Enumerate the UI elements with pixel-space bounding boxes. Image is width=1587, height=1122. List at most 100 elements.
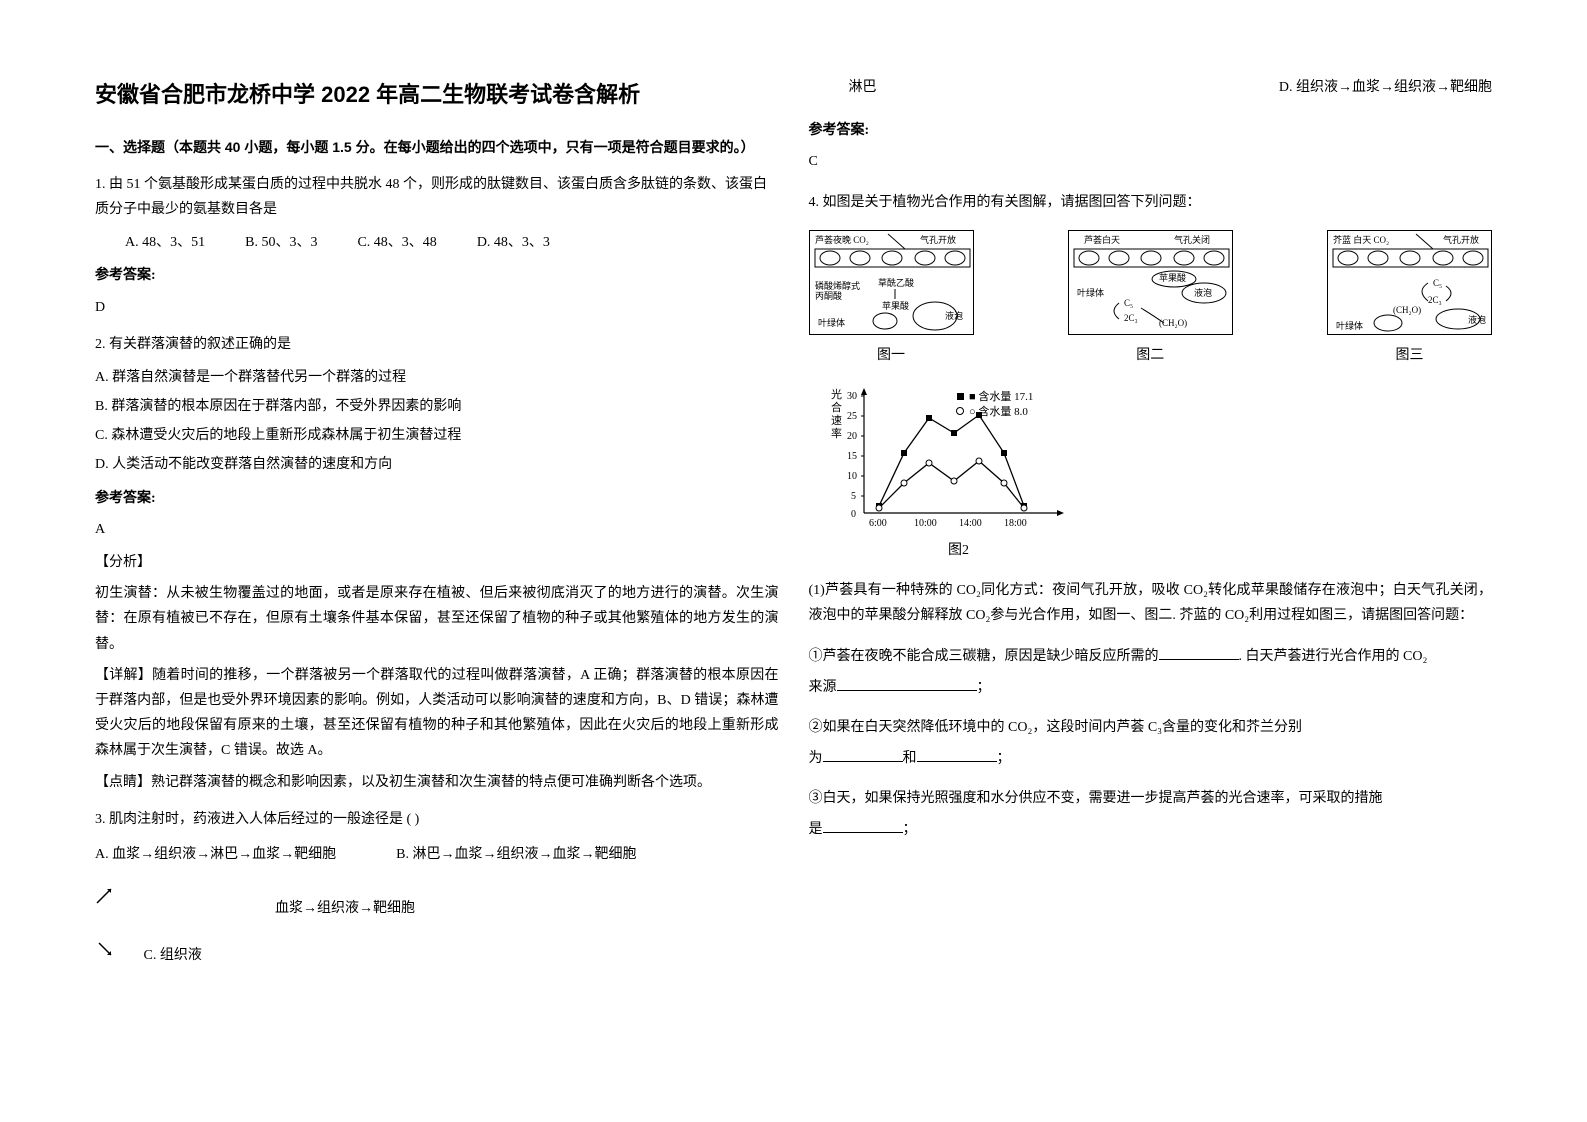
q3-options-ab: A. 血浆→组织液→淋巴→血浆→靶细胞 B. 淋巴→血浆→组织液→血浆→靶细胞 bbox=[95, 842, 779, 867]
d2-sub: 气孔关闭 bbox=[1174, 234, 1210, 245]
left-column: 安徽省合肥市龙桥中学 2022 年高二生物联考试卷含解析 一、选择题（本题共 4… bbox=[95, 75, 779, 1047]
q4-q1b: . 白天芦荟进行光合作用的 CO₂ bbox=[1239, 649, 1428, 664]
d2-t5: 2C₃ bbox=[1124, 313, 1138, 323]
chart-ylabel-1: 光 bbox=[831, 387, 842, 401]
d2-t2: 叶绿体 bbox=[1077, 287, 1104, 298]
q2-point-p1: 熟记群落演替的概念和影响因素，以及初生演替和次生演替的特点便可准确判断各个选项。 bbox=[151, 775, 711, 790]
blank-1 bbox=[1159, 644, 1239, 660]
section-header: 一、选择题（本题共 40 小题，每小题 1.5 分。在每小题给出的四个选项中，只… bbox=[95, 135, 779, 160]
q4-q1a: ①芦荟在夜晚不能合成三碳糖，原因是缺少暗反应所需的 bbox=[809, 649, 1159, 664]
q3-opt-a: A. 血浆→组织液→淋巴→血浆→靶细胞 bbox=[95, 842, 336, 867]
d3-title: 芥蓝 白天 CO₂ bbox=[1333, 234, 1389, 245]
diagram-3: 芥蓝 白天 CO₂ 气孔开放 C₅ 2C₃ (CH₂O) 叶绿体 bbox=[1327, 230, 1492, 335]
q3-arrow-down: C. 组织液 bbox=[95, 939, 779, 968]
d1-title: 芦荟夜晚 CO₂ bbox=[815, 234, 869, 245]
yt-25: 25 bbox=[847, 411, 857, 422]
diagram-2-label: 图二 bbox=[1068, 343, 1233, 368]
q3-opt-c: C. 组织液 bbox=[144, 948, 202, 963]
chart-ylabel-3: 速 bbox=[831, 414, 842, 427]
chart-label: 图2 bbox=[829, 538, 1089, 563]
q4-q2-line2: 为和； bbox=[809, 746, 1493, 771]
q3-answer-label: 参考答案: bbox=[809, 118, 1493, 143]
q2-detail: 【详解】随着时间的推移，一个群落被另一个群落取代的过程叫做群落演替，A 正确；群… bbox=[95, 663, 779, 764]
d1-t2: 丙酮酸 bbox=[815, 291, 842, 301]
chart-svg: 光 合 速 率 30 25 20 15 10 5 0 6:00 10:00 14… bbox=[829, 383, 1089, 533]
d3-t4: 叶绿体 bbox=[1336, 320, 1363, 331]
d2-t1: 苹果酸 bbox=[1159, 272, 1186, 283]
xt-10: 10:00 bbox=[914, 518, 937, 529]
d2-t4: C₅ bbox=[1124, 298, 1133, 308]
q2-point-label: 【点睛】 bbox=[95, 775, 151, 790]
q1-answer-label: 参考答案: bbox=[95, 263, 779, 288]
q2-detail-label: 【详解】 bbox=[95, 668, 152, 683]
diagram-2-wrap: 芦荟白天 气孔关闭 苹果酸 叶绿体 液泡 C₅ 2C₃ (CH₂O) bbox=[1068, 230, 1233, 368]
q4-q1-line2: 来源； bbox=[809, 675, 1493, 700]
q3-middle: 血浆→组织液→靶细胞 bbox=[275, 896, 779, 921]
q4-q1: ①芦荟在夜晚不能合成三碳糖，原因是缺少暗反应所需的 . 白天芦荟进行光合作用的 C… bbox=[809, 644, 1493, 669]
q1-answer: D bbox=[95, 295, 779, 320]
yt-15: 15 bbox=[847, 451, 857, 462]
q4-q3a: ③白天，如果保持光照强度和水分供应不变，需要进一步提高芦荟的光合速率，可采取的措… bbox=[809, 786, 1493, 811]
xt-18: 18:00 bbox=[1004, 518, 1027, 529]
q3-lymphatic: 淋巴 bbox=[849, 75, 877, 100]
yt-20: 20 bbox=[847, 431, 857, 442]
q4-q1d: ； bbox=[977, 680, 991, 695]
q3-text: 3. 肌肉注射时，药液进入人体后经过的一般途径是 ( ) bbox=[95, 807, 779, 832]
diagram-1-svg: 芦荟夜晚 CO₂ 气孔开放 磷酸烯醇式 丙酮酸 草酰乙酸 苹果酸 叶绿体 bbox=[810, 231, 975, 336]
q3-answer: C bbox=[809, 149, 1493, 174]
d3-t2: 2C₃ bbox=[1428, 295, 1442, 305]
legend-2: ○ 含水量 8.0 bbox=[969, 404, 1028, 418]
q4-text: 4. 如图是关于植物光合作用的有关图解，请据图回答下列问题： bbox=[809, 190, 1493, 215]
q4-q2c: 和 bbox=[903, 751, 917, 766]
d1-t6: 液泡 bbox=[945, 310, 963, 321]
q2-answer: A bbox=[95, 517, 779, 542]
yt-0: 0 bbox=[851, 509, 856, 520]
q4-q3b: 是 bbox=[809, 822, 823, 837]
diagram-3-svg: 芥蓝 白天 CO₂ 气孔开放 C₅ 2C₃ (CH₂O) 叶绿体 bbox=[1328, 231, 1493, 336]
q4-q2d: ； bbox=[997, 751, 1011, 766]
page-title: 安徽省合肥市龙桥中学 2022 年高二生物联考试卷含解析 bbox=[95, 75, 779, 115]
q2-point: 【点睛】熟记群落演替的概念和影响因素，以及初生演替和次生演替的特点便可准确判断各… bbox=[95, 770, 779, 795]
q4-q3-line2: 是； bbox=[809, 817, 1493, 842]
diagram-1: 芦荟夜晚 CO₂ 气孔开放 磷酸烯醇式 丙酮酸 草酰乙酸 苹果酸 叶绿体 bbox=[809, 230, 974, 335]
xt-14: 14:00 bbox=[959, 518, 982, 529]
q1-options: A. 48、3、51 B. 50、3、3 C. 48、3、48 D. 48、3、… bbox=[95, 230, 779, 255]
arrow-down-icon bbox=[95, 939, 115, 959]
q1-opt-c: C. 48、3、48 bbox=[357, 230, 436, 255]
legend-1: ■ 含水量 17.1 bbox=[969, 389, 1033, 403]
d1-sub: 气孔开放 bbox=[920, 234, 956, 245]
q4-chart: 光 合 速 率 30 25 20 15 10 5 0 6:00 10:00 14… bbox=[829, 383, 1089, 533]
q1-opt-d: D. 48、3、3 bbox=[477, 230, 550, 255]
d1-t1: 磷酸烯醇式 bbox=[815, 280, 860, 291]
diagram-1-label: 图一 bbox=[809, 343, 974, 368]
q1-opt-b: B. 50、3、3 bbox=[245, 230, 317, 255]
q1-opt-a: A. 48、3、51 bbox=[125, 230, 205, 255]
diagram-1-wrap: 芦荟夜晚 CO₂ 气孔开放 磷酸烯醇式 丙酮酸 草酰乙酸 苹果酸 叶绿体 bbox=[809, 230, 974, 368]
diagram-3-wrap: 芥蓝 白天 CO₂ 气孔开放 C₅ 2C₃ (CH₂O) 叶绿体 bbox=[1327, 230, 1492, 368]
q4-sub1: (1)芦荟具有一种特殊的 CO₂同化方式：夜间气孔开放，吸收 CO₂转化成苹果酸… bbox=[809, 578, 1493, 628]
blank-3 bbox=[823, 746, 903, 762]
blank-4 bbox=[917, 746, 997, 762]
q4-q3c: ； bbox=[903, 822, 917, 837]
yt-5: 5 bbox=[851, 491, 856, 502]
d2-title: 芦荟白天 bbox=[1084, 234, 1120, 245]
chart-ylabel-2: 合 bbox=[831, 400, 842, 414]
d1-t5: 叶绿体 bbox=[818, 317, 845, 328]
q2-text: 2. 有关群落演替的叙述正确的是 bbox=[95, 332, 779, 357]
diagram-3-label: 图三 bbox=[1327, 343, 1492, 368]
d2-t3: 液泡 bbox=[1194, 287, 1212, 298]
chart-ylabel-4: 率 bbox=[831, 426, 842, 440]
q3-top-row: 淋巴 D. 组织液→血浆→组织液→靶细胞 bbox=[809, 75, 1493, 100]
d3-t5: 液泡 bbox=[1468, 314, 1486, 325]
q2-opt-c: C. 森林遭受火灾后的地段上重新形成森林属于初生演替过程 bbox=[95, 423, 779, 448]
q4-diagrams: 芦荟夜晚 CO₂ 气孔开放 磷酸烯醇式 丙酮酸 草酰乙酸 苹果酸 叶绿体 bbox=[809, 230, 1493, 368]
q2-analysis-label: 【分析】 bbox=[95, 550, 779, 575]
d3-t3: (CH₂O) bbox=[1393, 305, 1421, 315]
q3-opt-d: D. 组织液→血浆→组织液→靶细胞 bbox=[1279, 75, 1492, 100]
diagram-2-svg: 芦荟白天 气孔关闭 苹果酸 叶绿体 液泡 C₅ 2C₃ (CH₂O) bbox=[1069, 231, 1234, 336]
q2-opt-d: D. 人类活动不能改变群落自然演替的速度和方向 bbox=[95, 452, 779, 477]
q1-text: 1. 由 51 个氨基酸形成某蛋白质的过程中共脱水 48 个，则形成的肽键数目、… bbox=[95, 172, 779, 222]
q2-analysis-p1: 初生演替：从未被生物覆盖过的地面，或者是原来存在植被、但后来被彻底消灭了的地方进… bbox=[95, 581, 779, 657]
q4-q2a: ②如果在白天突然降低环境中的 CO₂，这段时间内芦荟 C₃含量的变化和芥兰分别 bbox=[809, 715, 1493, 740]
yt-30: 30 bbox=[847, 391, 857, 402]
